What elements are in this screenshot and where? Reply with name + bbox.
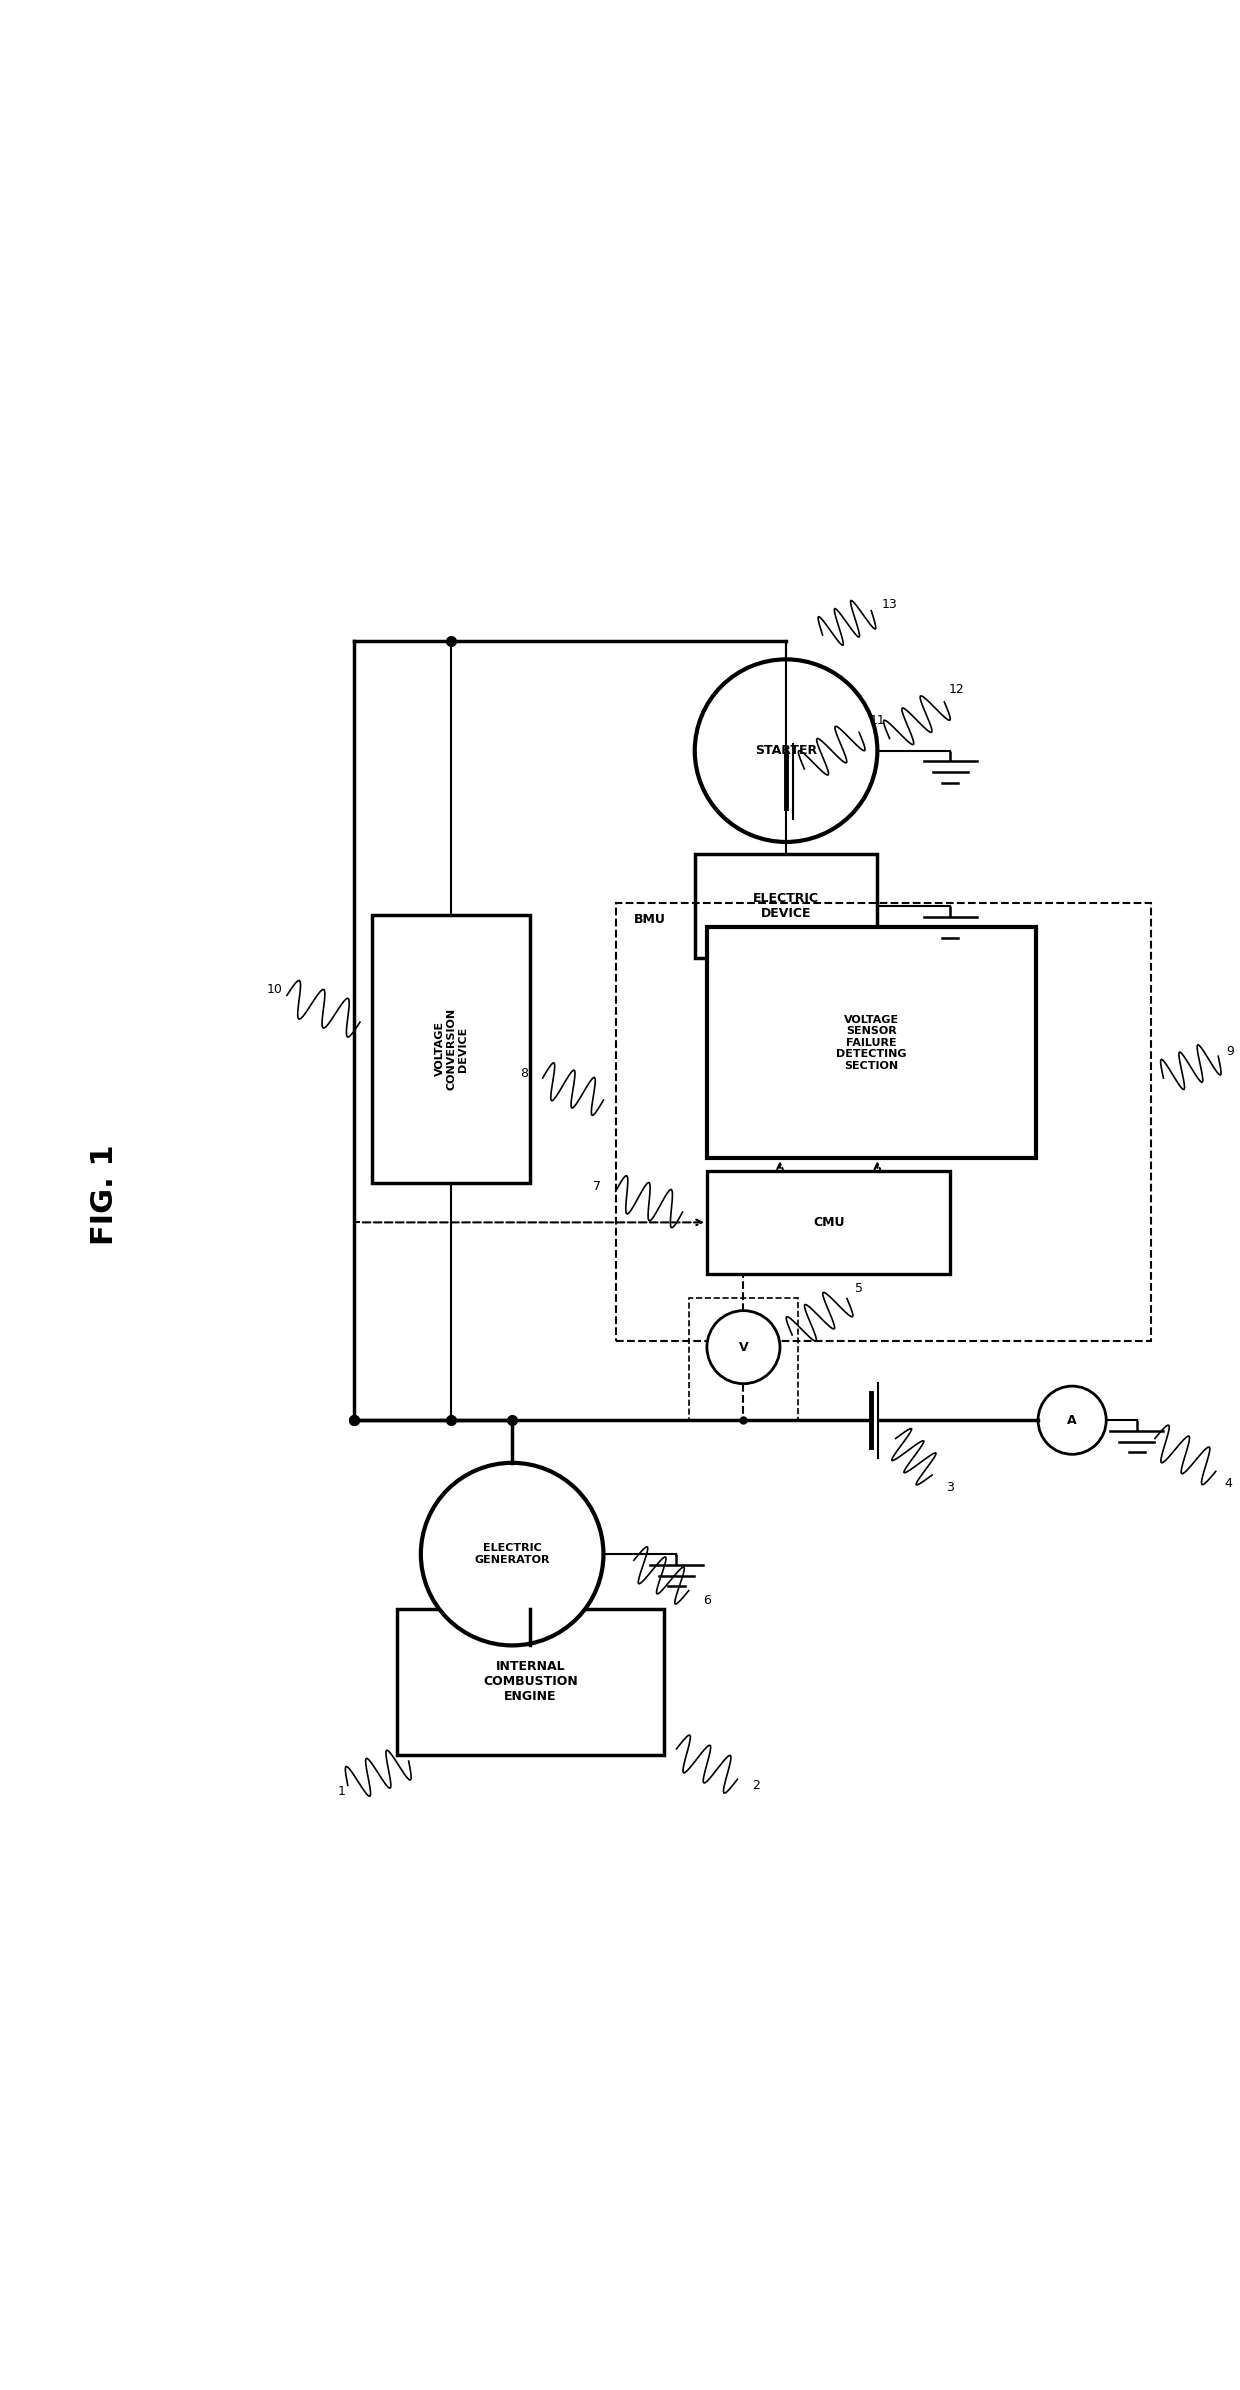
Bar [694, 853, 878, 958]
Bar [397, 1608, 665, 1754]
Text: 2: 2 [751, 1778, 760, 1792]
Text: 6: 6 [703, 1594, 711, 1606]
Bar [707, 1171, 950, 1274]
Text: 9: 9 [1226, 1044, 1234, 1059]
Text: FIG. 1: FIG. 1 [89, 1145, 119, 1245]
Text: 5: 5 [856, 1283, 863, 1295]
Bar [615, 903, 1151, 1341]
Text: INTERNAL
COMBUSTION
ENGINE: INTERNAL COMBUSTION ENGINE [484, 1661, 578, 1704]
Text: 1: 1 [337, 1785, 346, 1797]
Text: 3: 3 [946, 1482, 955, 1494]
Circle shape [420, 1463, 604, 1644]
Text: 13: 13 [882, 598, 898, 612]
Text: ELECTRIC
DEVICE: ELECTRIC DEVICE [753, 891, 820, 920]
Text: 10: 10 [267, 985, 283, 997]
Text: 4: 4 [1224, 1477, 1231, 1489]
Bar [707, 927, 1035, 1159]
Text: CMU: CMU [813, 1217, 844, 1228]
Circle shape [1038, 1386, 1106, 1453]
Text: VOLTAGE
SENSOR
FAILURE
DETECTING
SECTION: VOLTAGE SENSOR FAILURE DETECTING SECTION [836, 1016, 906, 1071]
Text: BMU: BMU [634, 913, 666, 925]
Text: 11: 11 [869, 715, 885, 727]
Text: STARTER: STARTER [755, 743, 817, 758]
Text: A: A [1068, 1415, 1078, 1427]
Circle shape [707, 1310, 780, 1384]
Text: ELECTRIC
GENERATOR: ELECTRIC GENERATOR [475, 1544, 549, 1565]
Circle shape [694, 660, 878, 841]
Text: VOLTAGE
CONVERSION
DEVICE: VOLTAGE CONVERSION DEVICE [435, 1009, 467, 1090]
Text: 12: 12 [949, 684, 965, 695]
Bar [372, 915, 531, 1183]
Bar [688, 1298, 799, 1420]
Text: V: V [739, 1341, 748, 1353]
Text: 7: 7 [594, 1181, 601, 1193]
Text: 8: 8 [521, 1068, 528, 1080]
